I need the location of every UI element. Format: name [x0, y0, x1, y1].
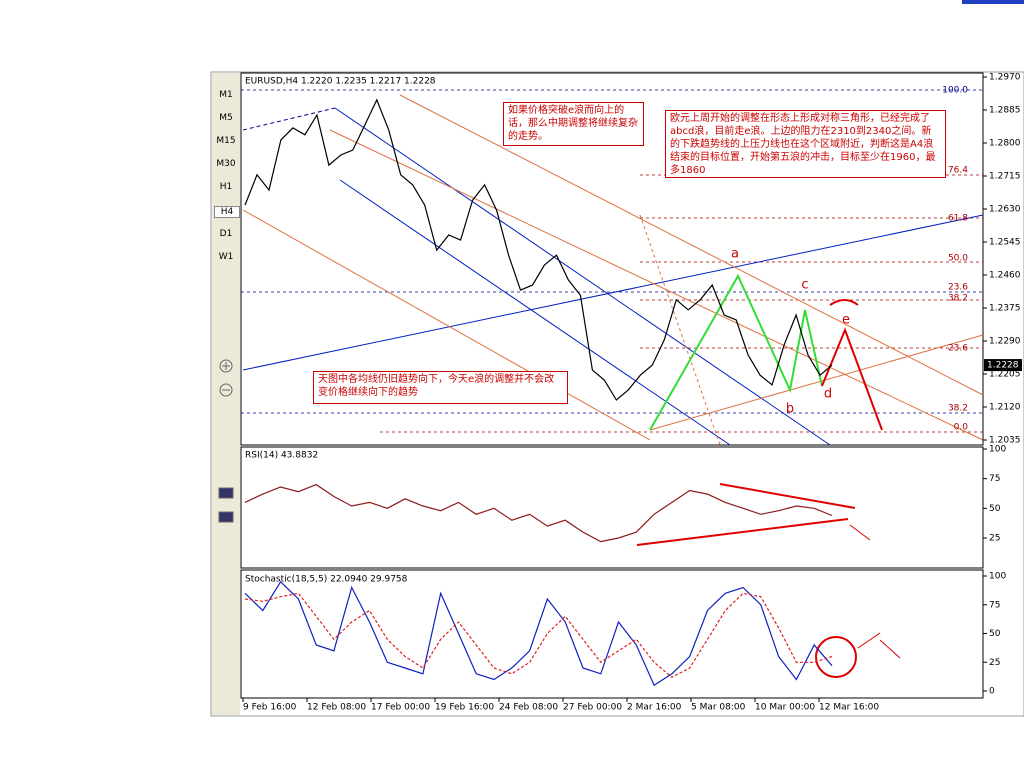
price-label: 1.2035: [989, 436, 1021, 446]
time-label: 9 Feb 16:00: [243, 703, 297, 713]
stochastic-tick-label: 100: [989, 572, 1006, 582]
fib-label: 61.8: [948, 214, 968, 224]
timeframe-button[interactable]: M1: [219, 90, 233, 100]
stochastic-k: [244, 580, 833, 687]
timeframe-button[interactable]: H4: [214, 206, 240, 218]
stochastic-tick-label: 0: [989, 687, 995, 697]
stochastic-tick-label: 50: [989, 629, 1001, 639]
price-label: 1.2715: [989, 172, 1021, 182]
timeframe-button[interactable]: W1: [218, 252, 234, 262]
rsi-line: [244, 483, 833, 543]
annotation: 如果价格突破e浪而向上的话，那么中期调整将继续复杂的走势。: [503, 102, 644, 146]
fib-label: 23.6: [948, 283, 968, 293]
rsi-tick-label: 75: [989, 474, 1000, 484]
fib-label: 38.2: [948, 404, 968, 414]
window-edge: [962, 0, 1024, 4]
time-label: 27 Feb 00:00: [563, 703, 622, 713]
price-label: 1.2460: [989, 271, 1021, 281]
price-label: 1.2545: [989, 238, 1021, 248]
stochastic-panel: [240, 569, 984, 699]
time-label: 17 Feb 00:00: [371, 703, 430, 713]
time-label: 12 Feb 08:00: [307, 703, 366, 713]
fib-label: 100.0: [942, 86, 968, 96]
fib-label: 23.6: [948, 344, 968, 354]
rsi-tick-label: 25: [989, 534, 1000, 544]
fib-label: 76.4: [948, 166, 968, 176]
timeframe-button[interactable]: M5: [219, 113, 233, 123]
time-label: 2 Mar 16:00: [627, 703, 682, 713]
time-label: 24 Feb 08:00: [499, 703, 558, 713]
wave-label: b: [786, 402, 794, 417]
wave-label: e: [842, 313, 850, 328]
time-label: 5 Mar 08:00: [691, 703, 746, 713]
rsi-tick-label: 100: [989, 445, 1006, 455]
time-label: 10 Mar 00:00: [755, 703, 815, 713]
fib-lines: [241, 89, 983, 433]
price-label: 1.2375: [989, 304, 1021, 314]
price-line: [244, 98, 833, 401]
wave-label: d: [824, 387, 832, 402]
current-price-box: [984, 359, 1022, 372]
price-label: 1.2290: [989, 337, 1021, 347]
annotation: 欧元上周开始的调整在形态上形成对称三角形，已经完成了abcd浪，目前走e浪。上边…: [665, 110, 946, 178]
price-label: 1.2120: [989, 403, 1021, 413]
toolbar-icons: [218, 359, 234, 523]
price-label: 1.2970: [989, 73, 1021, 83]
trend-lines: [242, 94, 984, 446]
fib-label: 50.0: [948, 254, 968, 264]
price-label: 1.2630: [989, 205, 1021, 215]
left-toolbar: [212, 73, 240, 715]
fib-label: 0.0: [954, 423, 969, 433]
chart-header: EURUSD,H4 1.2220 1.2235 1.2217 1.2228: [245, 77, 436, 87]
price-label: 1.2205: [989, 370, 1021, 380]
rsi-panel: [240, 446, 984, 569]
wave-label: c: [801, 278, 808, 293]
time-label: 12 Mar 16:00: [819, 703, 879, 713]
indicator-drawings: [636, 483, 901, 678]
timeframe-button[interactable]: M15: [216, 136, 236, 146]
price-label: 1.2800: [989, 139, 1021, 149]
stochastic-d: [244, 592, 833, 678]
fib-label: 38.2: [948, 294, 968, 304]
stochastic-tick-label: 25: [989, 658, 1000, 668]
annotation: 天图中各均线仍旧趋势向下，今天e浪的调整并不会改变价格继续向下的趋势: [313, 371, 568, 404]
timeframe-button[interactable]: H1: [219, 182, 233, 192]
rsi-tick-label: 50: [989, 504, 1001, 514]
stochastic-header: Stochastic(18,5,5) 22.0940 29.9758: [245, 575, 408, 585]
rsi-header: RSI(14) 43.8832: [245, 451, 318, 461]
time-label: 19 Feb 16:00: [435, 703, 494, 713]
price-label: 1.2885: [989, 106, 1021, 116]
timeframe-button[interactable]: M30: [216, 159, 236, 169]
stochastic-tick-label: 75: [989, 600, 1000, 610]
current-price-label: 1.2228: [987, 361, 1019, 371]
timeframe-button[interactable]: D1: [219, 229, 233, 239]
wave-label: a: [731, 247, 739, 262]
